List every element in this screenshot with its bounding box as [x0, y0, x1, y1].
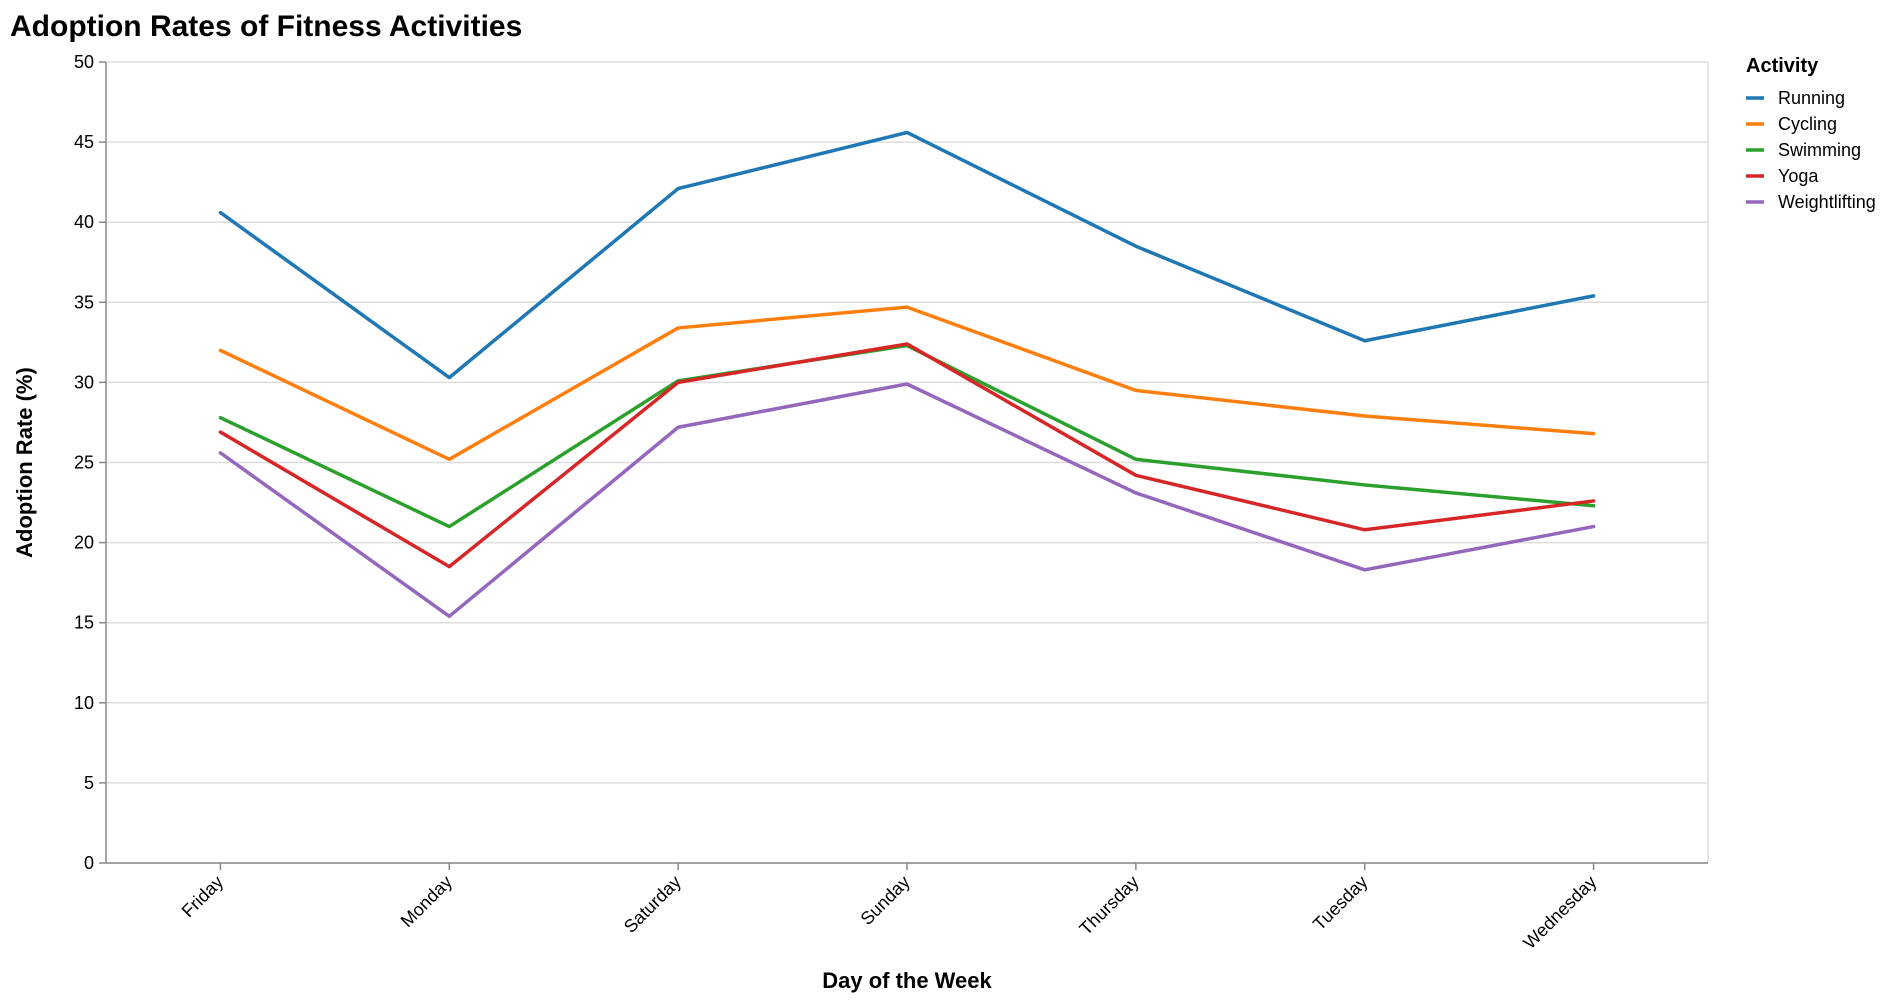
series-line-swimming	[218, 343, 1596, 529]
y-tick-label: 35	[74, 292, 94, 312]
series-lines	[218, 130, 1596, 619]
x-tick-label: Tuesday	[1309, 872, 1371, 934]
series-line-running	[218, 130, 1596, 380]
legend-title: Activity	[1746, 55, 1819, 77]
legend-item-cycling[interactable]: Cycling	[1746, 114, 1837, 134]
series-line-cycling	[218, 305, 1596, 462]
x-tick-label: Thursday	[1075, 872, 1142, 939]
legend-label: Cycling	[1778, 114, 1837, 134]
legend-item-yoga[interactable]: Yoga	[1746, 166, 1819, 186]
series-line-weightlifting	[218, 382, 1596, 619]
axes: 0 5 10 15 20 25 30 35 40 45 50 Friday Monday Saturday…	[74, 52, 1708, 953]
gridlines	[106, 61, 1709, 864]
y-axis-title: Adoption Rate (%)	[12, 367, 37, 558]
y-tick-label: 5	[84, 773, 94, 793]
y-tick-label: 40	[74, 212, 94, 232]
legend-label: Yoga	[1778, 166, 1819, 186]
x-tick-label: Wednesday	[1519, 872, 1600, 953]
y-tick-label: 15	[74, 613, 94, 633]
legend-item-swimming[interactable]: Swimming	[1746, 140, 1861, 160]
y-tick-label: 45	[74, 132, 94, 152]
y-tick-label: 50	[74, 52, 94, 72]
legend-label: Running	[1778, 88, 1845, 108]
y-tick-label: 25	[74, 453, 94, 473]
y-tick-label: 10	[74, 693, 94, 713]
y-tick-label: 20	[74, 533, 94, 553]
x-tick-label: Friday	[178, 872, 228, 922]
legend-label: Swimming	[1778, 140, 1861, 160]
x-tick-label: Monday	[397, 872, 456, 931]
legend-item-weightlifting[interactable]: Weightlifting	[1746, 192, 1876, 212]
series-line-yoga	[218, 342, 1596, 569]
legend-label: Weightlifting	[1778, 192, 1876, 212]
legend: Activity Running Cycling Swimming Yoga Weigh…	[1746, 55, 1876, 212]
x-tick-label: Sunday	[857, 872, 914, 929]
chart-title: Adoption Rates of Fitness Activities	[10, 10, 522, 43]
legend-item-running[interactable]: Running	[1746, 88, 1845, 108]
x-tick-label: Saturday	[620, 872, 685, 937]
y-tick-label: 30	[74, 372, 94, 392]
x-axis-title: Day of the Week	[822, 968, 992, 993]
y-tick-label: 0	[84, 853, 94, 873]
